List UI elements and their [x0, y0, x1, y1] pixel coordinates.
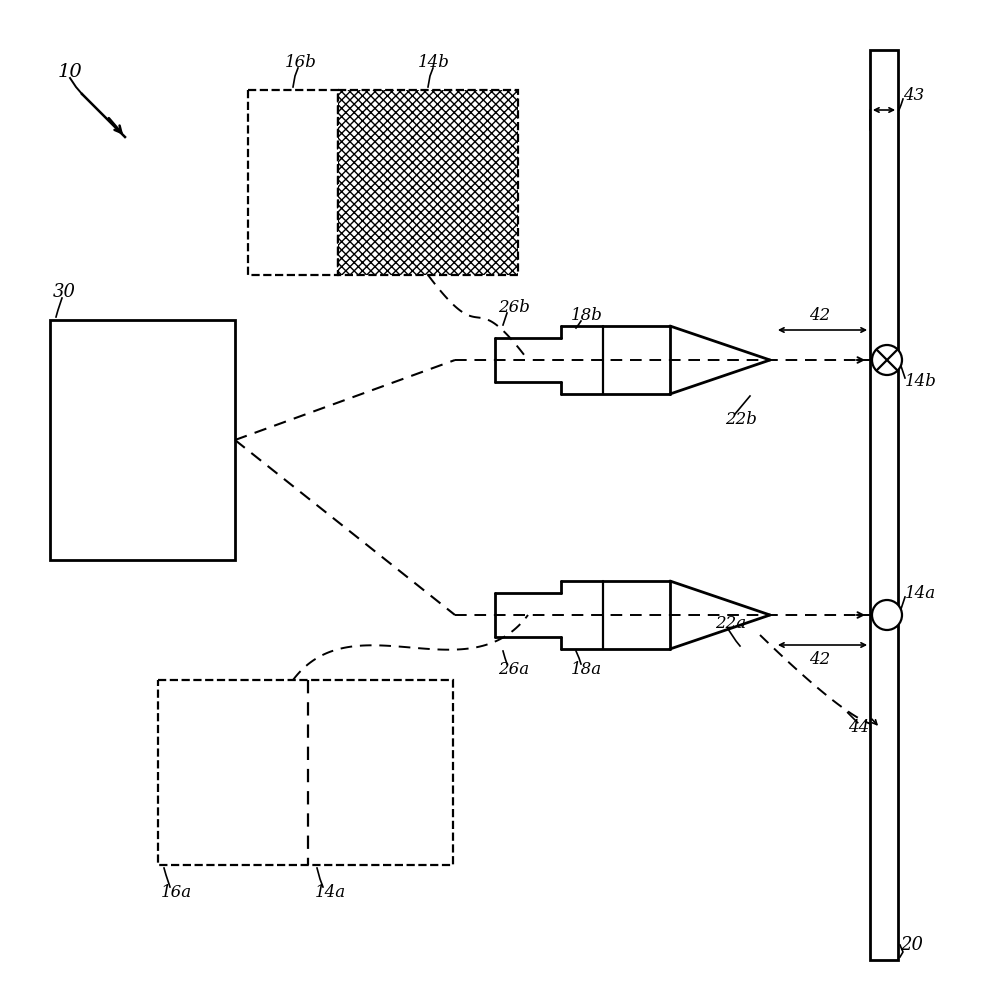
Text: 18a: 18a — [571, 660, 601, 678]
Text: 22a: 22a — [715, 615, 746, 633]
Bar — [158, 680, 452, 865]
Text: 14b: 14b — [417, 54, 449, 71]
Bar — [248, 90, 338, 275]
Text: 26b: 26b — [498, 300, 530, 316]
Text: 42: 42 — [808, 308, 830, 324]
Text: 20: 20 — [900, 936, 922, 954]
Text: 14a: 14a — [315, 884, 346, 901]
Text: 22b: 22b — [725, 410, 756, 428]
Text: 30: 30 — [53, 283, 76, 301]
Bar — [869, 50, 898, 960]
Text: 16a: 16a — [161, 884, 192, 901]
Circle shape — [871, 600, 902, 630]
Text: 16b: 16b — [284, 54, 316, 71]
Text: 44: 44 — [847, 719, 868, 736]
Text: 43: 43 — [903, 87, 923, 104]
Text: 18b: 18b — [571, 308, 602, 324]
Text: 42: 42 — [808, 650, 830, 668]
Bar — [338, 90, 518, 275]
Text: 26a: 26a — [498, 660, 529, 678]
Text: 10: 10 — [58, 63, 83, 81]
Text: 14a: 14a — [905, 584, 935, 601]
Bar — [50, 320, 235, 560]
Circle shape — [871, 345, 902, 375]
Text: 14b: 14b — [905, 373, 936, 390]
